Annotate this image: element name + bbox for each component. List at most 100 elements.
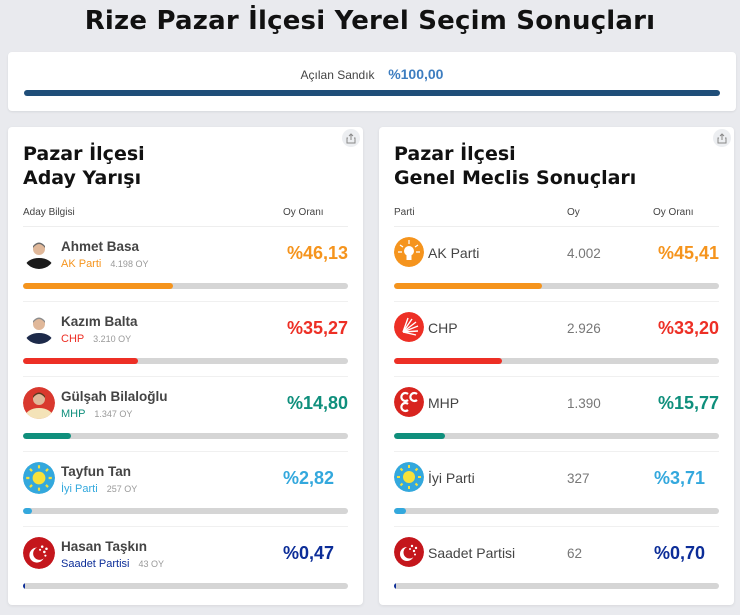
share-icon [346,132,356,143]
ballot-summary-card: Açılan Sandık %100,00 [8,52,736,111]
candidate-row: Ahmet Basa AK Parti 4.198 OY %46,13 [23,227,348,302]
vote-share-bar [23,283,348,289]
divider [394,376,719,377]
candidate-votes: 1.347 OY [94,409,133,419]
party-percentage: %0,70 [653,543,705,563]
mayor-race-card: Pazar İlçesi Aday Yarışı Aday Bilgisi Oy… [8,127,363,605]
party-row: MHP 1.390 %15,77 [394,377,719,452]
vote-share-fill [23,283,173,289]
candidate-name: Gülşah Bilaloğlu [61,389,168,404]
vote-share-bar [23,433,348,439]
party-name: Saadet Partisi [428,545,516,561]
party-row: CHP 2.926 %33,20 [394,302,719,377]
vote-share-fill [23,358,138,364]
party-percentage: %3,71 [653,468,705,488]
vote-share-bar [23,583,348,589]
col-header-votes: Oy [567,207,580,218]
vote-share-fill [23,508,33,514]
party-votes: 1.390 [567,396,601,411]
col-header-rate: Oy Oranı [653,207,694,218]
col-header-candidate: Aday Bilgisi [23,207,75,218]
candidate-party: MHP [61,408,86,420]
candidate-percentage: %35,27 [286,318,348,338]
akp-logo-icon [394,237,424,267]
saadet-logo-icon [394,537,424,567]
opened-ballot-label: Açılan Sandık [300,68,375,82]
party-percentage: %33,20 [657,318,719,338]
vote-share-fill [23,433,72,439]
candidate-votes: 43 OY [138,559,165,569]
candidate-row: Gülşah Bilaloğlu MHP 1.347 OY %14,80 [23,377,348,452]
candidate-name: Hasan Taşkın [61,539,148,554]
vote-share-bar [23,508,348,514]
candidate-party: İyi Parti [61,483,98,495]
candidate-votes: 4.198 OY [110,259,149,269]
candidate-votes: 3.210 OY [93,334,132,344]
iyi-parti-logo-icon [394,462,424,492]
candidate-votes: 257 OY [106,484,138,494]
share-button[interactable] [713,129,731,147]
party-percentage: %45,41 [657,243,719,263]
vote-share-bar [394,583,719,589]
divider [23,226,348,227]
vote-share-fill [394,508,407,514]
party-votes: 4.002 [567,246,601,261]
vote-share-fill [23,583,25,589]
party-name: AK Parti [428,245,480,261]
candidate-percentage: %2,82 [282,468,334,488]
party-row: AK Parti 4.002 %45,41 [394,227,719,302]
party-votes: 62 [567,546,583,561]
candidate-percentage: %14,80 [286,393,348,413]
divider [394,451,719,452]
candidate-percentage: %46,13 [286,243,348,263]
vote-share-bar [394,508,719,514]
card-title: Pazar İlçesi Genel Meclis Sonuçları [394,143,637,189]
candidate-percentage: %0,47 [282,543,334,563]
candidate-party: AK Parti [61,258,102,270]
divider [394,526,719,527]
chp-logo-icon [394,312,424,342]
vote-share-fill [394,283,542,289]
party-row: Saadet Partisi 62 %0,70 [394,527,719,602]
divider [394,301,719,302]
candidate-avatar [23,387,55,419]
candidate-party: CHP [61,333,85,345]
vote-share-fill [394,358,502,364]
iyi-parti-logo-icon [23,462,55,494]
candidate-party: Saadet Partisi [61,558,130,570]
candidate-name: Tayfun Tan [61,464,131,479]
divider [23,376,348,377]
col-header-rate: Oy Oranı [283,207,324,218]
candidate-avatar [23,312,55,344]
candidate-name: Kazım Balta [61,314,138,329]
opened-ballot-progress-bar [24,90,720,96]
party-name: İyi Parti [428,470,475,486]
divider [23,526,348,527]
vote-share-bar [23,358,348,364]
party-percentage: %15,77 [657,393,719,413]
vote-share-bar [394,433,719,439]
page-title: Rize Pazar İlçesi Yerel Seçim Sonuçları [84,6,656,36]
divider [23,451,348,452]
party-votes: 327 [567,471,590,486]
divider [23,301,348,302]
council-results-card: Pazar İlçesi Genel Meclis Sonuçları Part… [379,127,734,605]
vote-share-fill [394,583,397,589]
col-header-party: Parti [394,207,415,218]
saadet-logo-icon [23,537,55,569]
mhp-logo-icon [394,387,424,417]
candidate-row: Kazım Balta CHP 3.210 OY %35,27 [23,302,348,377]
candidate-row: Tayfun Tan İyi Parti 257 OY %2,82 [23,452,348,527]
share-button[interactable] [342,129,360,147]
party-name: CHP [428,320,458,336]
share-icon [717,132,727,143]
party-votes: 2.926 [567,321,601,336]
candidate-avatar [23,237,55,269]
vote-share-fill [394,433,446,439]
opened-ballot-value: %100,00 [388,66,444,82]
candidate-row: Hasan Taşkın Saadet Partisi 43 OY %0,47 [23,527,348,602]
vote-share-bar [394,283,719,289]
party-name: MHP [428,395,460,411]
vote-share-bar [394,358,719,364]
candidate-name: Ahmet Basa [61,239,140,254]
